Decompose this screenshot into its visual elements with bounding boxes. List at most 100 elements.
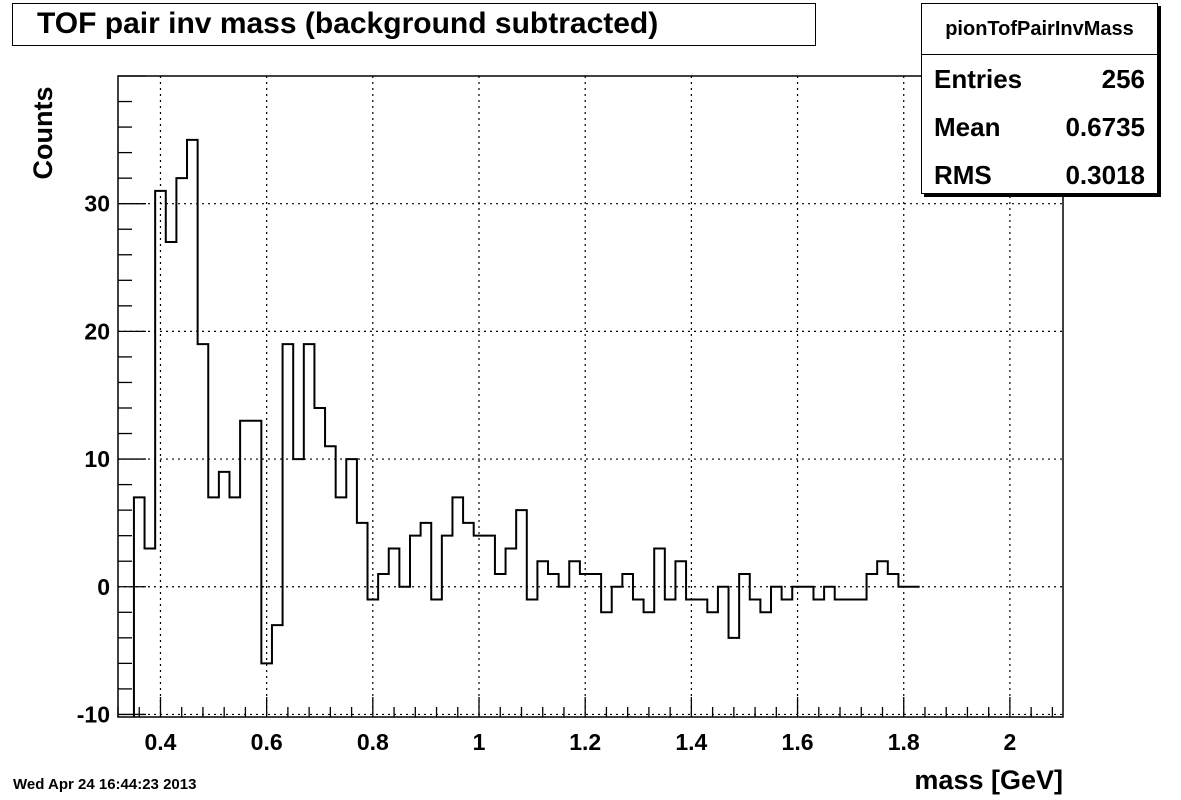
stats-rms-value: 0.3018: [1065, 160, 1145, 190]
histogram-bin: [845, 587, 856, 600]
histogram-bin: [665, 587, 676, 600]
x-tick-label: 0.8: [357, 729, 389, 755]
stats-row-mean: Mean 0.6735: [922, 103, 1157, 151]
histogram-bin: [707, 587, 718, 613]
histogram-bin: [187, 140, 198, 587]
histogram-bin: [824, 587, 835, 588]
histogram-bin: [591, 574, 602, 587]
histogram-bin: [739, 574, 750, 587]
histogram-bin: [261, 587, 272, 664]
stats-mean-value: 0.6735: [1065, 112, 1145, 142]
histogram-bin: [336, 497, 347, 586]
histogram-bin: [835, 587, 846, 600]
histogram-bin: [346, 459, 357, 587]
histogram-bin: [251, 421, 262, 587]
histogram-bin: [283, 344, 294, 587]
histogram-bin: [569, 561, 580, 587]
stats-row-rms: RMS 0.3018: [922, 151, 1157, 199]
histogram-bin: [484, 536, 495, 587]
histogram-bin: [867, 574, 878, 587]
histogram-bin: [792, 587, 803, 588]
histogram-bin: [410, 536, 421, 587]
histogram-bin: [452, 497, 463, 586]
histogram-bin: [548, 574, 559, 587]
histogram-bin: [888, 574, 899, 587]
x-tick-label: 1.6: [782, 729, 814, 755]
y-tick-label: 20: [84, 318, 110, 344]
histogram-bin: [771, 587, 782, 588]
histogram-bin: [516, 510, 527, 587]
histogram-bin: [495, 574, 506, 587]
histogram-bin: [357, 523, 368, 587]
histogram-bin: [675, 561, 686, 587]
histogram-bin: [378, 574, 389, 587]
histogram-bin: [134, 497, 145, 586]
histogram-bin: [760, 587, 771, 613]
histogram-bin: [314, 408, 325, 587]
histogram-bin: [644, 587, 655, 613]
y-axis-title: Counts: [28, 87, 58, 180]
axes: [117, 75, 1054, 717]
datestamp: Wed Apr 24 16:44:23 2013: [13, 776, 197, 793]
histogram-bin: [293, 459, 304, 587]
histogram-bin: [697, 587, 708, 600]
histogram-bin: [229, 497, 240, 586]
histogram-bin: [877, 561, 888, 587]
histogram-bin: [431, 587, 442, 600]
histogram-bin: [537, 561, 548, 587]
histogram-bin: [240, 421, 251, 587]
histogram-bin: [782, 587, 793, 600]
histogram-bin: [601, 587, 612, 613]
histogram-bin: [750, 587, 761, 600]
histogram-bin: [198, 344, 209, 587]
stats-box: pionTofPairInvMass Entries 256 Mean 0.67…: [921, 3, 1158, 194]
histogram-bin: [506, 548, 517, 586]
histogram-bin: [463, 523, 474, 587]
chart-title: TOF pair inv mass (background subtracted…: [12, 3, 816, 46]
histogram-bin: [421, 523, 432, 587]
histogram-bin: [856, 587, 867, 600]
histogram-bin: [729, 587, 740, 638]
histogram-bin: [633, 587, 644, 600]
grid-lines: [118, 76, 1063, 717]
histogram-bin: [686, 587, 697, 600]
x-tick-label: 2: [1004, 729, 1017, 755]
histogram-bin: [219, 472, 230, 587]
histogram-bin: [442, 536, 453, 587]
histogram-bin: [909, 587, 920, 588]
histogram-bin: [654, 548, 665, 586]
stats-mean-label: Mean: [934, 112, 1001, 142]
histogram-bin: [166, 242, 177, 587]
histogram-bin: [145, 548, 156, 586]
x-tick-label: 1.4: [675, 729, 707, 755]
histogram-bin: [622, 574, 633, 587]
histogram-bin: [718, 587, 729, 588]
histogram-outline: [132, 138, 920, 717]
histogram-bin: [559, 587, 570, 588]
histogram-bin: [527, 587, 538, 600]
y-tick-label: 0: [97, 574, 110, 600]
histogram-bin: [399, 587, 410, 588]
histogram-bin: [813, 587, 824, 600]
stats-histogram-name: pionTofPairInvMass: [922, 4, 1157, 55]
histogram-bin: [208, 497, 219, 586]
x-tick-label: 0.4: [144, 729, 176, 755]
stats-rms-label: RMS: [934, 160, 992, 190]
histogram-bin: [898, 587, 909, 588]
axis-labels: 0.4 0.6 0.8 1 1.2 1.4 1.6 1.8 2 -10 0 10 20 30: [77, 191, 1017, 755]
histogram-bin: [368, 587, 379, 600]
plot-frame: [117, 75, 1064, 718]
histogram-bin: [580, 574, 591, 587]
x-tick-label: 1.8: [888, 729, 920, 755]
data-layer: [132, 138, 920, 717]
histogram-bin: [389, 548, 400, 586]
histogram-bin: [272, 587, 283, 625]
y-tick-label: -10: [77, 701, 110, 727]
x-tick-label: 0.6: [251, 729, 283, 755]
x-axis-title: mass [GeV]: [914, 765, 1063, 795]
x-tick-label: 1.2: [569, 729, 601, 755]
histogram-bin: [304, 344, 315, 587]
histogram-bin: [803, 587, 814, 588]
histogram-bin: [612, 587, 623, 588]
